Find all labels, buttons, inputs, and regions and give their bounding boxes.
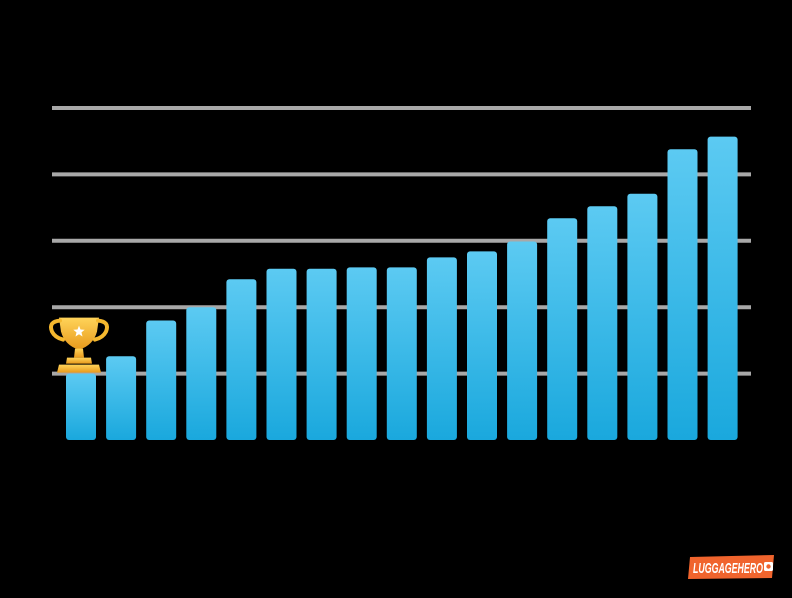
bar [146, 320, 177, 440]
trophy-part [57, 364, 101, 373]
bar [306, 268, 337, 440]
trophy-part [66, 357, 92, 364]
trophy-star-icon [73, 325, 85, 337]
bar [106, 356, 137, 440]
bar [186, 307, 217, 440]
trophy-part [74, 348, 84, 358]
bar [507, 241, 538, 440]
trophy-icon [49, 317, 109, 373]
trophy-handle-left [49, 318, 65, 342]
bar [386, 267, 417, 440]
bars [66, 136, 738, 440]
logo-text: LUGGAGEHERO [693, 560, 763, 577]
bar [346, 267, 377, 440]
logo-camera-lens [766, 564, 771, 569]
bar [627, 193, 658, 440]
bar [707, 136, 738, 440]
luggagehero-logo-icon: LUGGAGEHERO [688, 555, 774, 579]
bar [547, 218, 578, 440]
bar [226, 279, 257, 440]
bar [426, 257, 457, 440]
trophy-layer [49, 317, 109, 373]
bar [66, 373, 96, 440]
bar [266, 268, 297, 440]
logo-badge [688, 555, 774, 579]
bar [587, 206, 618, 440]
bar [667, 149, 698, 440]
bar [467, 251, 497, 440]
trophy-handle-right [93, 318, 109, 342]
